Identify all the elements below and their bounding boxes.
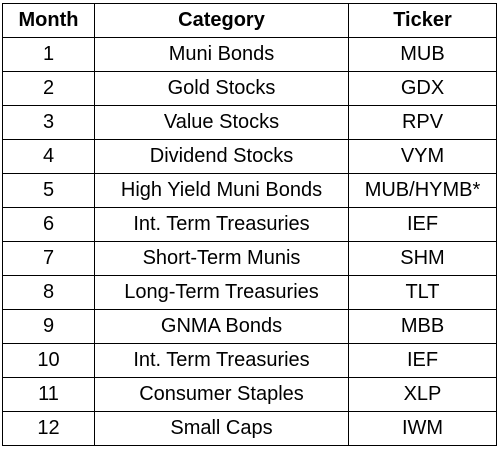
- month-cell: 5: [2, 173, 95, 208]
- month-cell: 8: [2, 275, 95, 310]
- month-cell: 11: [2, 377, 95, 412]
- etf-schedule-table: Month Category Ticker 1 Muni Bonds MUB 2 Gol…: [2, 3, 497, 446]
- header-category: Category: [94, 3, 349, 38]
- table-row: 6 Int. Term Treasuries IEF: [2, 207, 497, 242]
- ticker-cell: MBB: [348, 309, 497, 344]
- ticker-cell: SHM: [348, 241, 497, 276]
- month-cell: 12: [2, 411, 95, 446]
- month-cell: 4: [2, 139, 95, 174]
- ticker-cell: GDX: [348, 71, 497, 106]
- table-row: 9 GNMA Bonds MBB: [2, 309, 497, 344]
- category-cell: Gold Stocks: [94, 71, 349, 106]
- category-cell: Consumer Staples: [94, 377, 349, 412]
- table-row: 12 Small Caps IWM: [2, 411, 497, 446]
- ticker-cell: RPV: [348, 105, 497, 140]
- table-row: 5 High Yield Muni Bonds MUB/HYMB*: [2, 173, 497, 208]
- month-cell: 6: [2, 207, 95, 242]
- category-cell: Value Stocks: [94, 105, 349, 140]
- ticker-cell: IWM: [348, 411, 497, 446]
- table-row: 3 Value Stocks RPV: [2, 105, 497, 140]
- table-row: 4 Dividend Stocks VYM: [2, 139, 497, 174]
- category-cell: Int. Term Treasuries: [94, 207, 349, 242]
- month-cell: 1: [2, 37, 95, 72]
- category-cell: Short-Term Munis: [94, 241, 349, 276]
- month-cell: 9: [2, 309, 95, 344]
- month-cell: 3: [2, 105, 95, 140]
- table-row: 7 Short-Term Munis SHM: [2, 241, 497, 276]
- category-cell: Long-Term Treasuries: [94, 275, 349, 310]
- category-cell: GNMA Bonds: [94, 309, 349, 344]
- month-cell: 2: [2, 71, 95, 106]
- header-month: Month: [2, 3, 95, 38]
- month-cell: 10: [2, 343, 95, 378]
- table-row: 11 Consumer Staples XLP: [2, 377, 497, 412]
- header-ticker: Ticker: [348, 3, 497, 38]
- ticker-cell: XLP: [348, 377, 497, 412]
- ticker-cell: MUB: [348, 37, 497, 72]
- ticker-cell: VYM: [348, 139, 497, 174]
- month-cell: 7: [2, 241, 95, 276]
- table-row: 8 Long-Term Treasuries TLT: [2, 275, 497, 310]
- ticker-cell: IEF: [348, 207, 497, 242]
- ticker-cell: IEF: [348, 343, 497, 378]
- ticker-cell: MUB/HYMB*: [348, 173, 497, 208]
- header-row: Month Category Ticker: [2, 3, 497, 38]
- category-cell: High Yield Muni Bonds: [94, 173, 349, 208]
- table-row: 2 Gold Stocks GDX: [2, 71, 497, 106]
- table-row: 1 Muni Bonds MUB: [2, 37, 497, 72]
- table-body: 1 Muni Bonds MUB 2 Gold Stocks GDX 3 Value Stoc…: [2, 37, 497, 446]
- ticker-cell: TLT: [348, 275, 497, 310]
- category-cell: Muni Bonds: [94, 37, 349, 72]
- table-row: 10 Int. Term Treasuries IEF: [2, 343, 497, 378]
- category-cell: Int. Term Treasuries: [94, 343, 349, 378]
- category-cell: Dividend Stocks: [94, 139, 349, 174]
- category-cell: Small Caps: [94, 411, 349, 446]
